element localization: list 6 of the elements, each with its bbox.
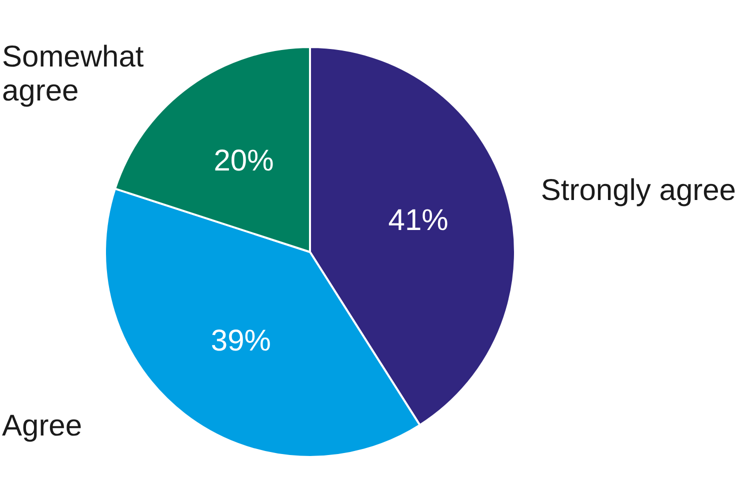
data-label: 41%	[388, 204, 448, 238]
slice-label: Agree	[2, 409, 82, 442]
data-label: 39%	[210, 324, 271, 358]
slice-label: Strongly agree	[540, 174, 736, 208]
slice-label: Somewhat agree	[2, 40, 152, 108]
data-label: 20%	[214, 144, 274, 178]
